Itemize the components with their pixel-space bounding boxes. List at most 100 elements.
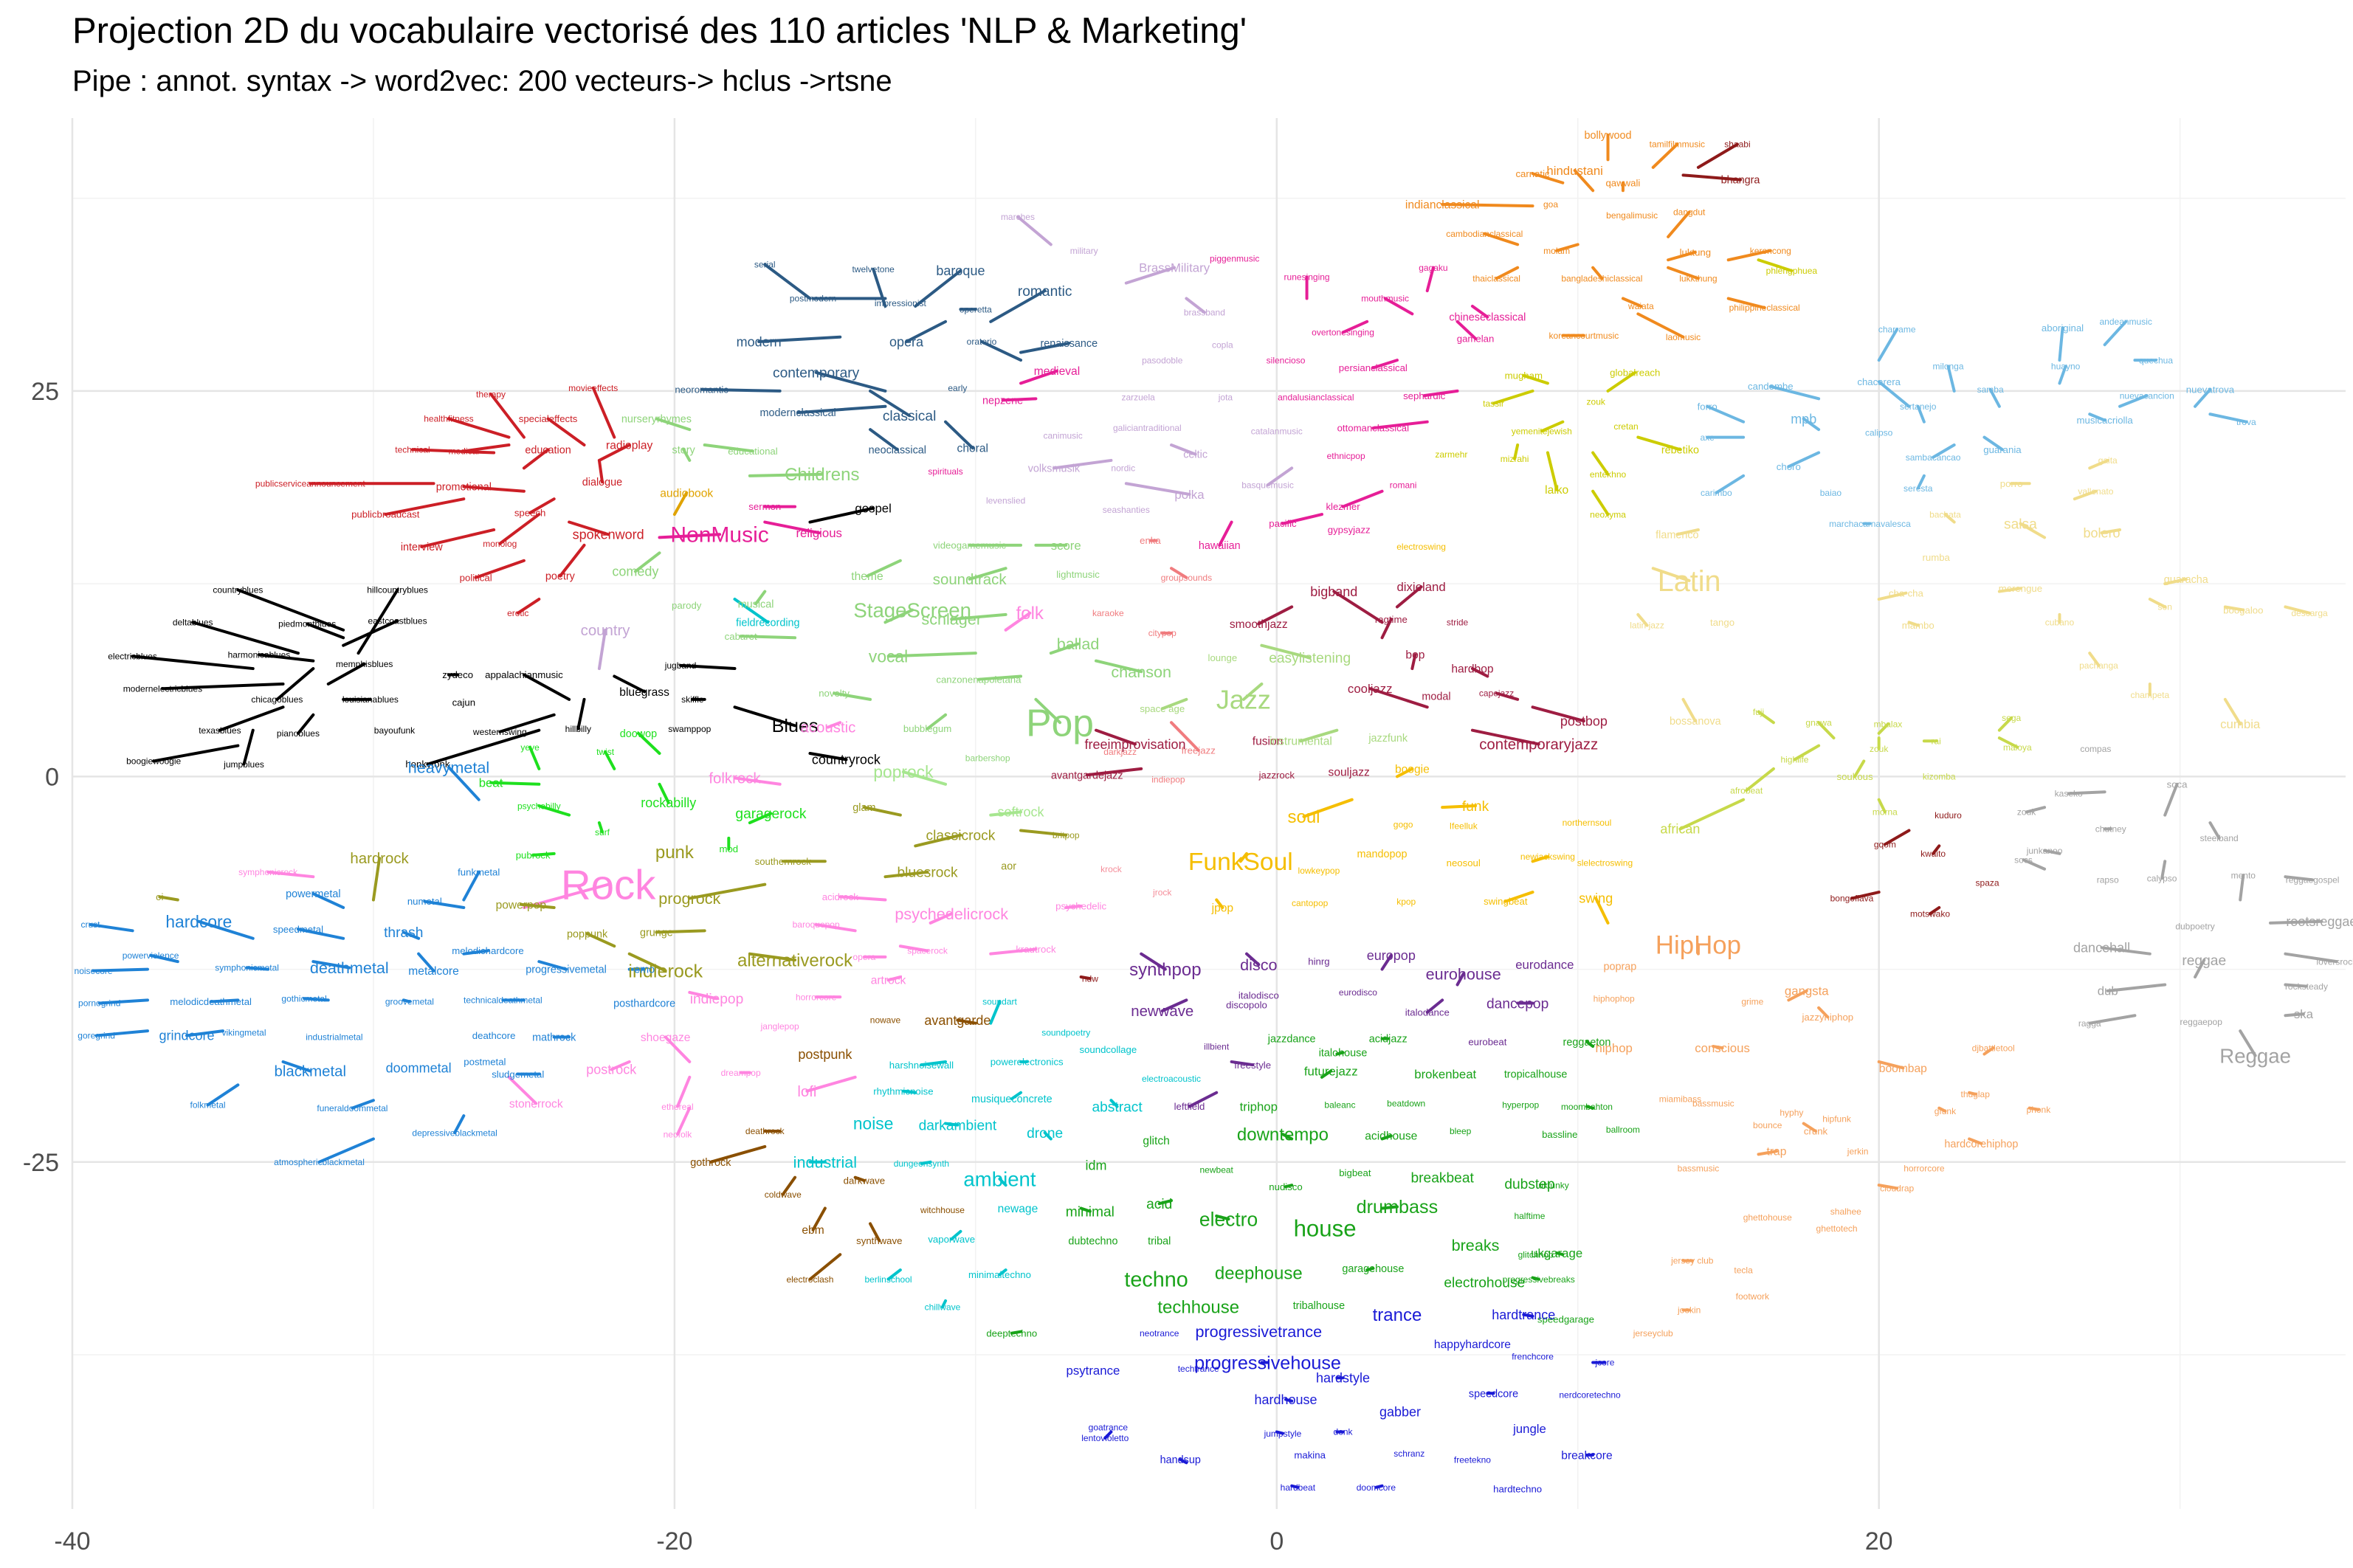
y-tick-label: -25 (23, 1149, 59, 1177)
label-segment (956, 1018, 977, 1025)
word-label: audiobook (660, 487, 713, 500)
label-segment (1591, 451, 1610, 476)
label-segment (950, 612, 1007, 621)
word-label: acidrock (822, 891, 859, 902)
word-label: avantgardejazz (1051, 770, 1123, 781)
word-label: celtic (1183, 449, 1207, 461)
word-label: StageScreen (853, 598, 971, 621)
word-label: vaporwave (928, 1234, 975, 1245)
word-label: newbeat (1200, 1164, 1234, 1175)
word-label: crust (80, 919, 100, 930)
word-label: champeta (2130, 690, 2169, 700)
word-label: boogaloo (2223, 604, 2263, 615)
word-label: military (1070, 246, 1098, 256)
word-label: swing (1579, 891, 1613, 906)
word-label: rockabilly (641, 795, 696, 810)
word-label: chacarera (1857, 376, 1901, 387)
word-label: jazzdance (1267, 1034, 1316, 1046)
word-label: tribalhouse (1293, 1300, 1345, 1312)
label-segment (950, 1229, 962, 1241)
label-segment (700, 387, 782, 393)
word-label: dancehall (2073, 941, 2130, 956)
label-segment (808, 1253, 842, 1281)
word-label: sambacancao (1906, 452, 1961, 463)
word-label: son (2158, 602, 2172, 612)
label-segment (519, 902, 556, 909)
label-segment (531, 852, 556, 857)
word-label: rootsreggae (2286, 914, 2353, 929)
label-segment (2239, 1029, 2257, 1057)
label-segment (1016, 215, 1053, 246)
label-segment (597, 628, 607, 671)
word-label: melodichardcore (452, 945, 524, 956)
word-label: freeimprovisation (1085, 737, 1186, 752)
label-segment (675, 1106, 692, 1136)
word-label: chanson (1111, 663, 1171, 681)
label-segment (568, 520, 610, 536)
label-segment (1368, 687, 1429, 709)
label-segment (447, 765, 480, 801)
word-label: groovemetal (385, 997, 434, 1007)
label-segment (1284, 1398, 1294, 1403)
label-segment (1531, 705, 1585, 723)
word-label: krock (1100, 864, 1123, 874)
word-label: choral (957, 443, 988, 455)
word-label: oi (156, 891, 163, 902)
word-label: molam (1543, 246, 1570, 256)
label-segment (516, 598, 541, 615)
label-segment (296, 928, 345, 940)
word-label: educational (728, 446, 778, 457)
word-label: jazzrock (1258, 770, 1295, 781)
word-label: symphonicmetal (215, 963, 279, 973)
word-label: parody (672, 600, 702, 611)
word-label: nuevatrova (2186, 384, 2235, 395)
word-label: speedmetal (273, 924, 323, 935)
word-label: lounge (1208, 652, 1238, 663)
label-segment (2284, 952, 2338, 964)
word-label: overtonesinging (1312, 328, 1374, 338)
word-label: seresta (1904, 483, 1933, 494)
word-label: klezmer (1326, 501, 1360, 512)
label-segment (462, 485, 526, 493)
word-label: deltablues (173, 618, 213, 628)
word-label: progressivetrance (1195, 1322, 1322, 1341)
word-label: italohouse (1319, 1047, 1368, 1059)
label-segment (672, 491, 689, 517)
word-label: maloya (2003, 742, 2032, 753)
word-label: electricblues (108, 652, 157, 662)
label-segment (748, 952, 797, 962)
word-label: education (525, 444, 571, 456)
word-label: westernswing (472, 727, 527, 737)
word-label: religious (796, 526, 842, 540)
label-segment (1124, 482, 1191, 496)
word-label: funeraldoommetal (317, 1103, 387, 1113)
label-segment (1522, 373, 1549, 385)
word-label: BrassMilitary (1139, 261, 1210, 275)
word-label: bleep (1450, 1126, 1472, 1136)
word-label: basquemusic (1241, 480, 1294, 491)
word-label: mathrock (532, 1032, 576, 1044)
word-label: electro (1199, 1208, 1258, 1230)
label-segment (266, 870, 315, 879)
label-segment (862, 806, 902, 817)
word-label: marchacarnavalesca (1829, 519, 1911, 529)
word-label: discopolo (1226, 999, 1267, 1010)
word-label: drumbass (1357, 1197, 1439, 1218)
label-segment (423, 899, 466, 909)
label-segment (655, 417, 692, 432)
label-segment (1585, 1040, 1595, 1049)
word-label: noisecore (75, 966, 113, 976)
label-segment (1968, 1137, 1983, 1145)
label-segment (901, 770, 948, 786)
label-segment (901, 1089, 917, 1094)
word-label: garagerock (735, 807, 806, 822)
word-label: deephouse (1215, 1264, 1303, 1284)
word-label: brassband (1184, 308, 1225, 318)
label-segment (317, 1137, 375, 1164)
label-segment (1160, 697, 1188, 711)
word-label: minimaltechno (968, 1269, 1031, 1280)
label-segment (2088, 458, 2109, 470)
label-segment (989, 947, 1038, 956)
word-label: schlager (921, 610, 982, 629)
word-label: technical (395, 445, 430, 455)
